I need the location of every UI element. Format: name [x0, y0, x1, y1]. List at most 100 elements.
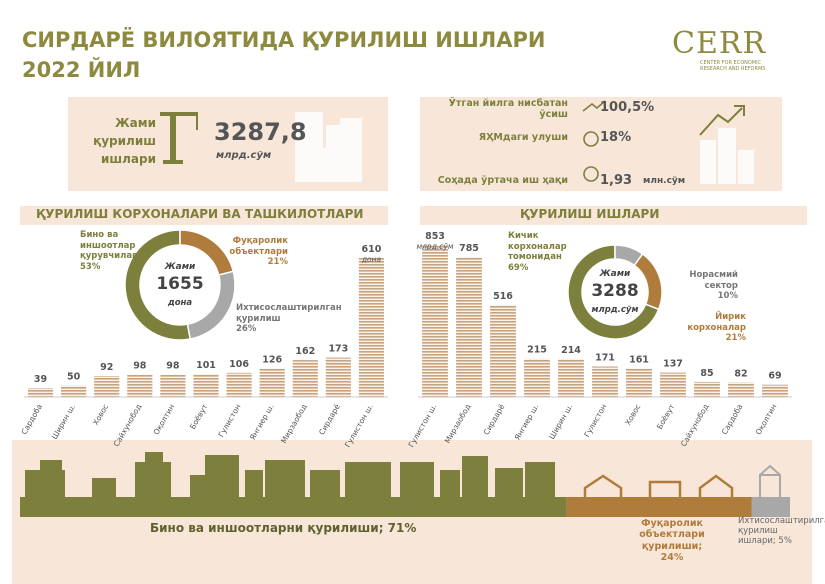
bar [193, 373, 219, 397]
value-label: 101 [196, 360, 216, 371]
value-label: 137 [663, 359, 683, 370]
slice-name: Фуқаролик объектлари [229, 236, 288, 257]
slice-value: 26% [236, 324, 257, 335]
x-tick-label: Ховос [91, 403, 110, 427]
footer-segment [566, 497, 752, 517]
value-label: 85 [700, 368, 713, 379]
value-label: 126 [262, 354, 282, 365]
bar [762, 384, 788, 397]
summary-item-value: 18% [600, 130, 632, 145]
slice-value: 10% [717, 291, 738, 302]
summary-unit: млрд.сўм [216, 150, 272, 161]
section-title: ҚУРИЛИШ ИШЛАРИ [520, 207, 660, 221]
building-icon [700, 128, 754, 184]
slice-name: Кичик корхоналар томонидан [508, 231, 567, 263]
value-label: 171 [595, 353, 615, 364]
value-label: 214 [561, 345, 581, 356]
logo: CERR [672, 26, 767, 61]
value-label: 106 [229, 359, 249, 370]
x-tick-label: Янгиер ш. [513, 403, 541, 442]
value-label: 98 [133, 361, 147, 372]
growth-icon [699, 105, 745, 136]
bar [358, 258, 385, 397]
x-tick-label: Гулистон [216, 402, 242, 438]
slice-label: Ихтисослаштирилган қурилиш 26% [236, 303, 342, 335]
slice-label: Норасмий сектор 10% [654, 270, 738, 302]
x-tick-label: Оқолтин [152, 402, 177, 436]
value-label: 50 [67, 372, 81, 383]
value-unit: дона [361, 255, 382, 264]
x-tick-label: Сардоба [720, 403, 745, 437]
summary-item-label: Соҳада ўртача иш ҳақи [437, 175, 568, 186]
bar [592, 366, 618, 397]
footer-label: Бино ва иншоотларни қурилиши; 71% [150, 521, 417, 535]
summary-item-value: 1,93 [600, 173, 633, 188]
slice-value: 69% [508, 262, 529, 273]
bar [94, 376, 120, 397]
section-header [420, 206, 807, 225]
bar [558, 358, 584, 397]
summary-item-label: Ўтган йилга нисбатан ўсиш [448, 98, 568, 121]
bar [626, 368, 652, 397]
value-label: 853 [425, 231, 445, 242]
value-label: 162 [295, 346, 315, 357]
x-tick-label: Боёвут [655, 402, 677, 431]
value-label: 92 [100, 362, 113, 373]
house-icons [583, 474, 734, 497]
value-label: 173 [328, 344, 348, 355]
summary-item-unit: млн.сўм [643, 176, 686, 186]
bar [728, 382, 754, 397]
title: СИРДАРЁ ВИЛОЯТИДА ҚУРИЛИШ ИШЛАРИ [22, 28, 546, 52]
slice-value: 21% [267, 257, 288, 268]
slice-value: 21% [725, 333, 746, 344]
center-value: 1655 [156, 274, 203, 294]
slice-label: Бино ва иншоотлар қурувчилар 53% [80, 230, 152, 273]
x-tick-label: Ховос [623, 403, 642, 427]
value-label: 610 [362, 244, 382, 255]
x-tick-label: Мирзаобод [279, 403, 309, 445]
subtitle: 2022 ЙИЛ [22, 58, 141, 82]
value-label: 161 [629, 354, 649, 365]
x-tick-label: Ширин ш. [547, 403, 574, 441]
bar [27, 388, 54, 397]
bar [127, 374, 153, 397]
x-tick-label: Сирдарё [317, 402, 342, 436]
donut-slice [633, 252, 663, 311]
bar [325, 357, 351, 397]
summary-item-label: ЯҲМдаги улуши [478, 132, 568, 143]
bar [490, 305, 516, 397]
slice-value: 53% [80, 261, 101, 272]
center-value: 3288 [591, 281, 638, 301]
x-tick-label: Янгиер ш. [248, 403, 276, 442]
footer-segment [751, 497, 790, 517]
bar [160, 374, 186, 397]
bar [524, 358, 550, 397]
summary-label: Жами қурилиш ишлари [93, 116, 156, 166]
x-tick-label: Сардоба [19, 403, 44, 437]
section-header [20, 206, 388, 225]
footer-segment [20, 497, 567, 517]
tower-icon [759, 464, 781, 497]
slice-label: Фуқаролик объектлари 21% [222, 236, 288, 268]
donut-slice [186, 270, 236, 340]
center-label: Жами [164, 262, 196, 272]
section-title: ҚУРИЛИШ КОРХОНАЛАРИ ВА ТАШКИЛОТЛАРИ [36, 207, 364, 221]
slice-name: Норасмий сектор [689, 270, 738, 291]
center-unit: дона [167, 298, 193, 308]
bar [226, 372, 252, 397]
footer-label: Ихтисослаштирилган қурилиш ишлари; 5% [738, 516, 825, 547]
slice-name: Бино ва иншоотлар қурувчилар [80, 230, 139, 262]
logo-sub: CENTER FOR ECONOMIC RESEARCH AND REFORMS [700, 60, 766, 72]
bar [292, 360, 318, 397]
x-tick-label: Боёвут [188, 402, 210, 431]
bar [456, 257, 482, 397]
slice-label: Йирик корхоналар 21% [680, 312, 746, 344]
value-label: 69 [768, 371, 781, 382]
bar [422, 245, 448, 397]
x-tick-label: Оқолтин [754, 402, 779, 436]
slice-label: Кичик корхоналар томонидан 69% [508, 231, 570, 274]
bar [660, 372, 686, 397]
x-tick-label: Гулистон [582, 402, 608, 438]
